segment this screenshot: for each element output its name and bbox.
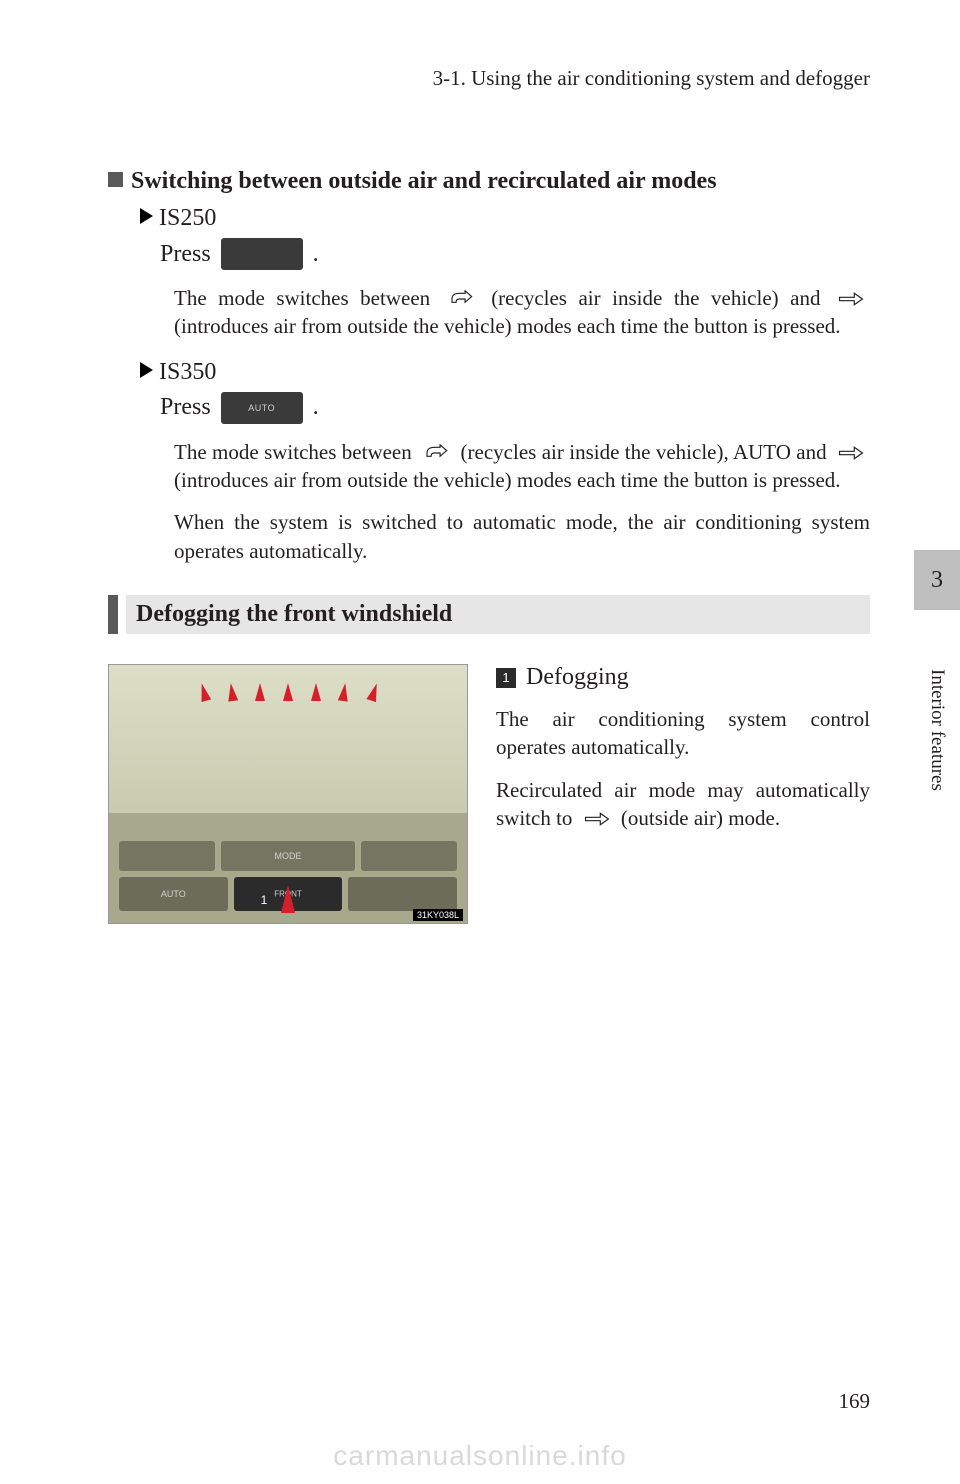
model-is350: IS350 bbox=[140, 359, 870, 386]
press-line-is350: Press AUTO . bbox=[160, 392, 870, 424]
triangle-bullet-icon bbox=[140, 362, 153, 378]
callout-title: 1Defogging bbox=[496, 664, 870, 691]
section-heading-air-modes: Switching between outside air and recirc… bbox=[108, 168, 870, 195]
defogging-figure: MODE AUTO FRONT 1 31KY038L bbox=[108, 664, 468, 924]
chapter-tab-label: Interior features bbox=[914, 630, 960, 830]
watermark: carmanualsonline.info bbox=[0, 1440, 960, 1472]
press-line-is250: Press . bbox=[160, 238, 870, 270]
fresh-air-icon bbox=[836, 444, 866, 462]
triangle-bullet-icon bbox=[140, 208, 153, 224]
desc-is350-1: The mode switches between (recycles air … bbox=[174, 438, 870, 495]
air-mode-button-image-is250 bbox=[221, 238, 303, 270]
callout-number-icon: 1 bbox=[496, 668, 516, 688]
chapter-tab-number: 3 bbox=[914, 550, 960, 610]
header-breadcrumb: 3-1. Using the air conditioning system a… bbox=[433, 66, 870, 91]
square-bullet-icon bbox=[108, 172, 123, 187]
callout-p1: The air conditioning system control oper… bbox=[496, 705, 870, 762]
model-is250: IS250 bbox=[140, 205, 870, 232]
section-tab-icon bbox=[108, 595, 118, 634]
fresh-air-icon bbox=[582, 810, 612, 828]
air-mode-button-image-is350: AUTO bbox=[221, 392, 303, 424]
recirculate-icon bbox=[446, 290, 476, 308]
desc-is350-2: When the system is switched to automatic… bbox=[174, 508, 870, 565]
recirculate-icon bbox=[421, 444, 451, 462]
red-arrow-icon bbox=[281, 885, 295, 913]
section-heading-defogging: Defogging the front windshield bbox=[108, 595, 870, 634]
callout-p2: Recirculated air mode may automatically … bbox=[496, 776, 870, 833]
figure-code: 31KY038L bbox=[413, 909, 463, 921]
page-number: 169 bbox=[839, 1389, 871, 1414]
desc-is250: The mode switches between (recycles air … bbox=[174, 284, 870, 341]
callout-number-box: 1 bbox=[255, 891, 273, 909]
fresh-air-icon bbox=[836, 290, 866, 308]
